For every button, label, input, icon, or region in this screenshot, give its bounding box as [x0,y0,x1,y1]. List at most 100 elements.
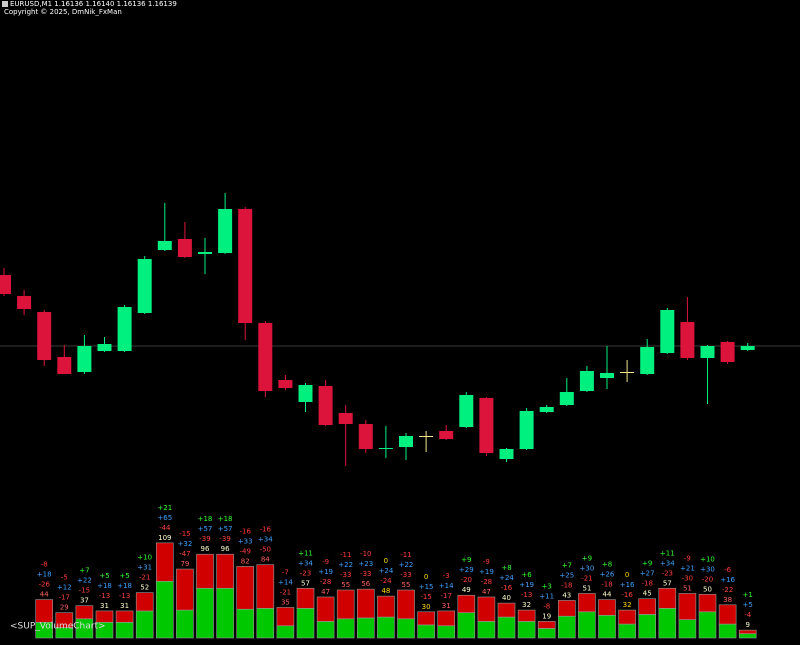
sell-label: -39 [219,535,230,543]
total-label: 32 [623,601,632,609]
buy-bar [115,621,134,639]
candle-body [177,239,192,257]
candle-body [97,344,112,351]
buy-bar [678,619,697,639]
total-label: 50 [703,585,712,593]
sell-bar [115,610,134,623]
sell-bar [35,599,54,623]
delta-label: +10 [137,554,152,562]
delta-label: -5 [61,574,68,582]
buy-label: +23 [358,560,373,568]
sell-bar [537,621,556,629]
sell-bar [578,593,596,613]
sell-label: -24 [380,577,392,585]
total-label: 47 [321,588,330,596]
sell-label: -20 [702,575,713,583]
delta-label: -6 [724,566,732,574]
sell-label: -13 [119,592,130,600]
delta-label: -7 [282,568,289,576]
sell-label: -13 [521,591,532,599]
menu-icon[interactable] [2,1,8,7]
delta-label: +18 [218,515,233,523]
sell-bar [356,588,375,619]
candle-body [57,357,72,374]
candle-body [740,346,755,350]
total-label: 56 [361,580,370,588]
buy-bar [336,618,355,639]
total-label: 31 [442,602,451,610]
buy-label: +19 [318,568,333,576]
buy-label: +26 [600,571,615,579]
delta-label: +21 [157,504,172,512]
total-label: 52 [140,584,149,592]
sell-label: -21 [139,574,150,582]
sell-label: -23 [662,569,673,577]
sell-bar [417,611,435,626]
buy-label: +5 [743,601,753,609]
sell-label: -13 [99,592,110,600]
delta-label: -3 [443,572,450,580]
buy-label: +25 [559,571,574,579]
sell-label: -18 [641,580,652,588]
delta-label: +8 [602,561,612,569]
total-label: 96 [201,545,210,553]
sell-label: -18 [561,581,572,589]
sell-bar [276,607,295,627]
total-label: 44 [603,591,612,599]
total-label: 31 [100,602,109,610]
delta-label: +6 [521,571,532,579]
sell-label: -20 [461,576,472,584]
candle-body [399,436,413,447]
buy-label: +22 [338,561,353,569]
sell-label: -18 [601,581,612,589]
sell-bar [638,598,657,615]
buy-label: +27 [640,570,655,578]
sell-label: -39 [199,535,210,543]
sell-label: -16 [501,584,513,592]
total-label: 43 [562,591,571,599]
buy-label: +24 [379,567,394,575]
buy-label: +18 [97,582,112,590]
buy-bar [557,615,576,639]
total-label: 37 [80,597,89,605]
buy-bar [658,608,677,639]
delta-label: -8 [41,561,48,569]
sell-bar [497,602,516,618]
total-label: 48 [381,587,390,595]
buy-bar [578,611,596,639]
sell-bar [156,542,174,582]
buy-label: +19 [479,568,494,576]
buy-bar [497,616,516,639]
buy-label: +12 [57,584,72,592]
sell-label: -44 [159,524,171,532]
sell-bar [216,553,234,589]
sell-bar [557,600,576,617]
total-label: 47 [482,588,491,596]
delta-label: +7 [562,561,572,569]
candle-body [378,448,393,449]
total-label: 96 [221,545,230,553]
candle-body [298,385,313,402]
candle-body [620,372,635,373]
buy-label: +21 [680,564,695,572]
buy-label: +32 [178,540,193,548]
sell-label: -17 [59,594,70,602]
indicator-label: <SUP_VolumeChart> [10,622,106,632]
sell-label: -28 [320,578,331,586]
candle-body [660,310,675,353]
buy-bar [135,610,154,639]
buy-bar [256,608,275,639]
total-label: 35 [281,598,290,606]
buy-label: +14 [278,578,293,586]
sell-label: -15 [79,587,90,595]
candle-body [278,380,293,388]
total-label: 57 [663,579,672,587]
buy-bar [417,624,435,639]
sell-bar [256,564,275,609]
total-label: 49 [462,586,471,594]
sell-label: -15 [420,593,431,601]
buy-label: +57 [198,525,213,533]
candle-body [720,342,735,362]
